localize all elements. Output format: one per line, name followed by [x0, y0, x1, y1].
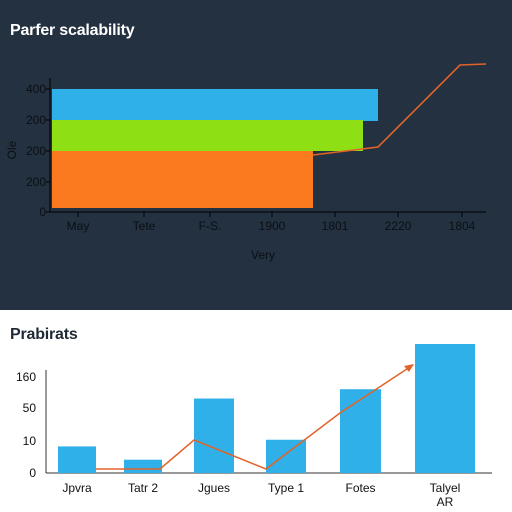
bottom-x-tick-label: Fotes	[345, 481, 375, 495]
bottom-chart-title: Prabirats	[10, 326, 78, 343]
bottom-y-tick-label: 10	[23, 434, 37, 448]
bottom-bar-4	[266, 439, 306, 473]
bottom-x-tick-label: Jpvra	[62, 481, 92, 495]
bottom-x-tick-label: Jgues	[198, 481, 230, 495]
top-y-tick-label: 200	[26, 113, 46, 127]
bottom-bar-2	[124, 459, 162, 473]
top-x-tick-label: May	[67, 219, 90, 233]
top-y-tick-label: 200	[26, 175, 46, 189]
top-y-axis-label: Ole	[5, 140, 19, 159]
top-y-tick-label: 400	[26, 82, 46, 96]
top-bar-3	[52, 151, 313, 208]
bottom-x-tick-label: Talyel	[430, 481, 461, 495]
top-x-axis-label: Very	[251, 248, 275, 262]
top-x-tick-label: F-S.	[199, 219, 222, 233]
bottom-trend-arrowhead	[404, 364, 414, 372]
top-chart-title: Parfer scalability	[10, 22, 135, 39]
top-x-tick-label: 2220	[385, 219, 412, 233]
bottom-y-tick-label: 0	[29, 466, 36, 480]
bottom-bar-6	[415, 343, 475, 473]
top-x-tick-label: Tete	[133, 219, 156, 233]
top-x-tick-label: 1900	[259, 219, 286, 233]
top-y-tick-label: 200	[26, 144, 46, 158]
bottom-trend-line	[96, 364, 414, 470]
top-x-tick-label: 1801	[322, 219, 349, 233]
bottom-x-tick-label: Tatr 2	[128, 481, 158, 495]
top-trend-line	[312, 63, 487, 156]
top-bar-2	[52, 120, 363, 151]
top-bar-1	[52, 89, 378, 121]
bottom-x-tick-label: AR	[437, 495, 454, 509]
bottom-bar-5	[340, 389, 381, 473]
bottom-y-tick-label: 50	[23, 401, 37, 415]
top-y-tick-label: 0	[39, 205, 46, 219]
top-x-tick-label: 1804	[449, 219, 476, 233]
bottom-x-tick-label: Type 1	[268, 481, 304, 495]
bottom-bar-1	[58, 446, 96, 473]
bottom-bar-3	[194, 398, 234, 473]
bottom-y-tick-label: 160	[16, 370, 36, 384]
